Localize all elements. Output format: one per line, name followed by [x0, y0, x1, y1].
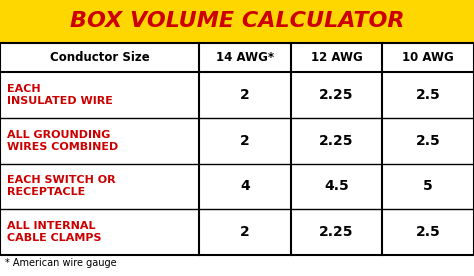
Text: Conductor Size: Conductor Size — [50, 51, 149, 64]
Text: ALL GROUNDING
WIRES COMBINED: ALL GROUNDING WIRES COMBINED — [7, 130, 118, 152]
Text: 4.5: 4.5 — [324, 179, 349, 193]
Text: 2: 2 — [240, 88, 250, 102]
Text: BOX VOLUME CALCULATOR: BOX VOLUME CALCULATOR — [70, 11, 404, 31]
Text: 2: 2 — [240, 225, 250, 239]
Text: 2.25: 2.25 — [319, 134, 354, 148]
Text: EACH
INSULATED WIRE: EACH INSULATED WIRE — [7, 84, 113, 106]
Bar — [0, 0, 474, 43]
Text: * American wire gauge: * American wire gauge — [5, 258, 116, 268]
Text: 4: 4 — [240, 179, 250, 193]
Bar — [0, 43, 474, 255]
Text: 2: 2 — [240, 134, 250, 148]
Text: 10 AWG: 10 AWG — [402, 51, 454, 64]
Text: 2.5: 2.5 — [416, 88, 440, 102]
Text: 2.25: 2.25 — [319, 225, 354, 239]
Text: 5: 5 — [423, 179, 433, 193]
Text: 2.5: 2.5 — [416, 134, 440, 148]
Text: ALL INTERNAL
CABLE CLAMPS: ALL INTERNAL CABLE CLAMPS — [7, 221, 101, 243]
Text: 12 AWG: 12 AWG — [310, 51, 363, 64]
Text: 14 AWG*: 14 AWG* — [216, 51, 274, 64]
Text: EACH SWITCH OR
RECEPTACLE: EACH SWITCH OR RECEPTACLE — [7, 176, 116, 197]
Text: 2.5: 2.5 — [416, 225, 440, 239]
Text: 2.25: 2.25 — [319, 88, 354, 102]
